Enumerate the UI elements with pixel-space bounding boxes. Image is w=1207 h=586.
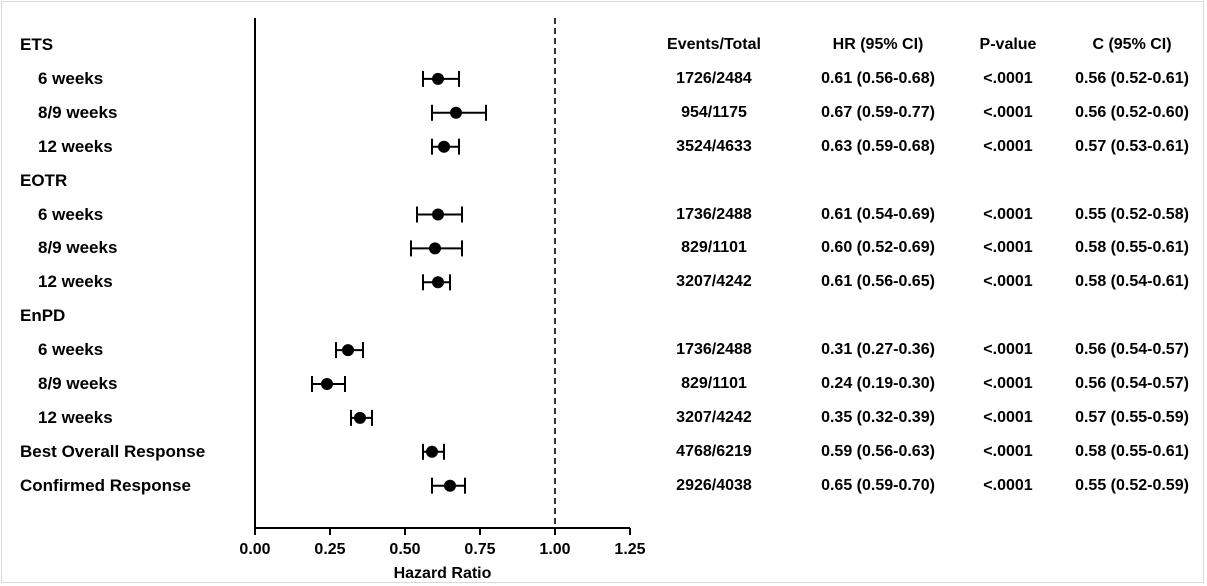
- row-label: 12 weeks: [38, 272, 113, 292]
- hr-point: [444, 479, 456, 492]
- hr-point: [438, 140, 450, 153]
- hr-ci-cell: 0.61 (0.56-0.68): [821, 69, 935, 87]
- hr-point: [321, 378, 333, 390]
- events-cell: 1726/2484: [676, 69, 752, 87]
- row-label: 8/9 weeks: [38, 238, 118, 258]
- column-header: Events/Total: [667, 36, 761, 53]
- c-index-cell: 0.56 (0.52-0.60): [1075, 103, 1189, 121]
- row-label: 12 weeks: [38, 136, 113, 156]
- x-tick-label: 0.25: [314, 541, 345, 558]
- hr-ci-cell: 0.61 (0.56-0.65): [821, 273, 935, 291]
- hr-ci-cell: 0.60 (0.52-0.69): [821, 239, 935, 257]
- p-value-cell: <.0001: [983, 103, 1033, 121]
- row-label: 6 weeks: [38, 340, 104, 360]
- hr-point: [432, 208, 444, 221]
- hr-point: [429, 242, 441, 255]
- p-value-cell: <.0001: [983, 408, 1033, 426]
- events-cell: 1736/2488: [676, 205, 752, 223]
- c-index-cell: 0.58 (0.55-0.61): [1075, 239, 1189, 257]
- row-label: 8/9 weeks: [38, 374, 118, 393]
- x-tick-label: 1.25: [614, 541, 645, 558]
- column-header: P-value: [979, 36, 1037, 53]
- hr-point: [354, 411, 366, 424]
- events-cell: 1736/2488: [676, 341, 752, 359]
- events-cell: 829/1101: [681, 375, 747, 392]
- hr-ci-cell: 0.61 (0.54-0.69): [821, 205, 935, 223]
- p-value-cell: <.0001: [983, 341, 1033, 359]
- c-index-cell: 0.56 (0.54-0.57): [1075, 375, 1189, 392]
- hr-ci-cell: 0.31 (0.27-0.36): [821, 341, 935, 359]
- events-cell: 3207/4242: [676, 273, 752, 291]
- p-value-cell: <.0001: [983, 205, 1033, 223]
- group-label: EnPD: [20, 306, 66, 326]
- row-label: Confirmed Response: [20, 475, 191, 495]
- row-label: 8/9 weeks: [38, 102, 118, 122]
- p-value-cell: <.0001: [983, 375, 1033, 392]
- c-index-cell: 0.57 (0.55-0.59): [1075, 408, 1189, 426]
- hr-ci-cell: 0.63 (0.59-0.68): [821, 137, 935, 155]
- hr-point: [450, 106, 462, 119]
- c-index-cell: 0.55 (0.52-0.58): [1075, 205, 1189, 223]
- hr-ci-cell: 0.59 (0.56-0.63): [821, 442, 935, 460]
- c-index-cell: 0.56 (0.52-0.61): [1075, 69, 1189, 87]
- x-axis-label: Hazard Ratio: [394, 565, 492, 582]
- p-value-cell: <.0001: [983, 442, 1033, 460]
- row-label: Best Overall Response: [20, 441, 206, 461]
- c-index-cell: 0.58 (0.55-0.61): [1075, 442, 1189, 460]
- hr-ci-cell: 0.35 (0.32-0.39): [821, 408, 935, 426]
- events-cell: 3207/4242: [676, 408, 752, 426]
- hr-ci-cell: 0.65 (0.59-0.70): [821, 476, 935, 494]
- group-label: ETS: [20, 35, 54, 54]
- events-cell: 4768/6219: [676, 442, 752, 460]
- x-tick-label: 0.75: [464, 541, 495, 558]
- p-value-cell: <.0001: [983, 137, 1033, 155]
- x-tick-label: 1.00: [539, 541, 570, 558]
- hr-ci-cell: 0.24 (0.19-0.30): [821, 375, 935, 392]
- hr-point: [426, 445, 438, 458]
- p-value-cell: <.0001: [983, 239, 1033, 257]
- events-cell: 954/1175: [681, 103, 747, 121]
- x-tick-label: 0.50: [389, 541, 420, 558]
- events-cell: 3524/4633: [676, 137, 752, 155]
- hr-ci-cell: 0.67 (0.59-0.77): [821, 103, 935, 121]
- row-label: 6 weeks: [38, 68, 104, 88]
- hr-point: [432, 72, 444, 85]
- p-value-cell: <.0001: [983, 273, 1033, 291]
- c-index-cell: 0.58 (0.54-0.61): [1075, 273, 1189, 291]
- column-header: HR (95% CI): [832, 36, 924, 53]
- c-index-cell: 0.56 (0.54-0.57): [1075, 341, 1189, 359]
- hr-point: [342, 344, 354, 357]
- row-label: 12 weeks: [38, 407, 113, 427]
- x-tick-label: 0.00: [239, 541, 270, 558]
- hr-point: [432, 276, 444, 289]
- c-index-cell: 0.57 (0.53-0.61): [1075, 137, 1189, 155]
- row-label: 6 weeks: [38, 204, 104, 224]
- p-value-cell: <.0001: [983, 476, 1033, 494]
- c-index-cell: 0.55 (0.52-0.59): [1075, 476, 1189, 494]
- events-cell: 829/1101: [681, 239, 747, 257]
- group-label: EOTR: [20, 170, 68, 190]
- p-value-cell: <.0001: [983, 69, 1033, 87]
- column-header: C (95% CI): [1092, 36, 1172, 53]
- events-cell: 2926/4038: [676, 476, 752, 494]
